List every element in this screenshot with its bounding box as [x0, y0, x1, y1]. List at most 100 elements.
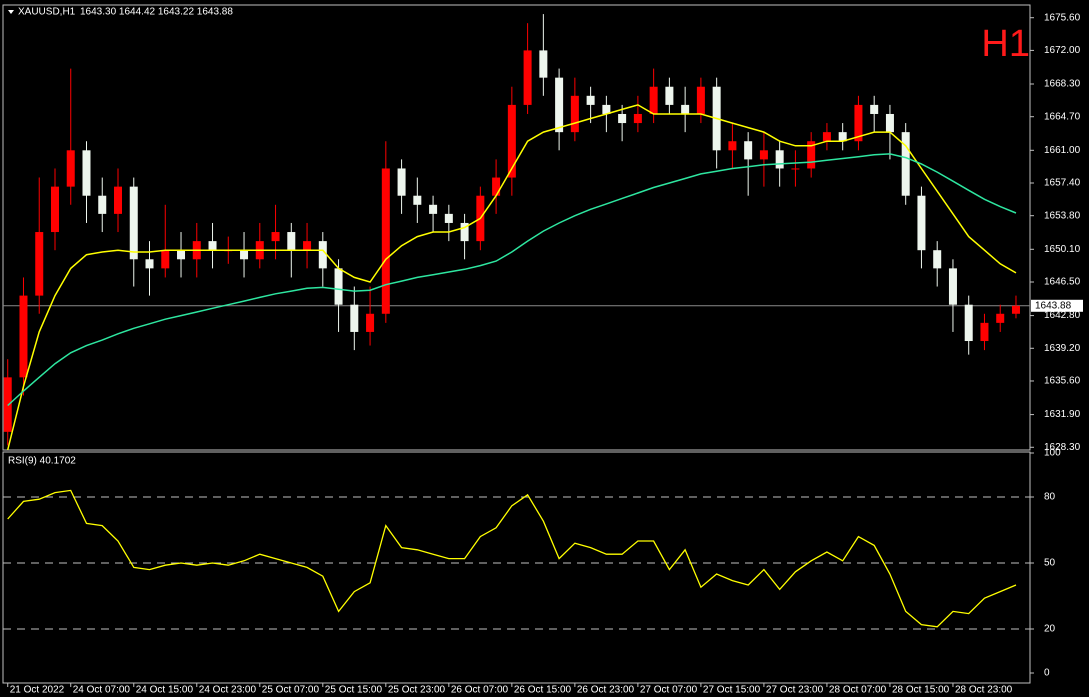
x-tick-label: 24 Oct 07:00 [73, 685, 131, 696]
candle-body [177, 250, 186, 260]
x-tick-label: 26 Oct 07:00 [451, 685, 509, 696]
candle-body [602, 104, 611, 114]
candle-body [208, 241, 217, 251]
moving-average [6, 104, 1017, 451]
candle-body [649, 86, 658, 114]
y-tick-label: 1664.70 [1044, 111, 1081, 122]
y-tick-label: 1657.40 [1044, 178, 1081, 189]
candle-body [334, 268, 343, 305]
candle-body [460, 222, 469, 242]
y-tick-label: 1650.10 [1044, 244, 1081, 255]
candle-body [555, 77, 564, 133]
candle-body [539, 50, 548, 78]
x-tick-label: 28 Oct 07:00 [829, 685, 887, 696]
candle-body [696, 86, 705, 114]
candle-body [98, 195, 107, 214]
candle-body [413, 195, 422, 205]
candle-body [381, 168, 390, 314]
candle-body [19, 295, 28, 378]
x-tick-label: 27 Oct 23:00 [766, 685, 824, 696]
quote: 1643.30 1644.42 1643.22 1643.88 [80, 7, 233, 18]
candle-body [917, 195, 926, 251]
candle-body [633, 113, 642, 124]
y-tick-label: 1668.30 [1044, 79, 1081, 90]
candle-body [492, 177, 501, 196]
candle-body [838, 132, 847, 142]
candle-body [161, 250, 170, 269]
y-tick-label: 1639.20 [1044, 343, 1081, 354]
rsi-title: RSI(9) 40.1702 [8, 456, 76, 467]
candle-body [586, 95, 595, 105]
candle-body [271, 232, 280, 242]
candle-body [964, 304, 973, 342]
y-tick-label: 1635.60 [1044, 376, 1081, 387]
candle-body [287, 232, 296, 251]
candle-body [350, 304, 359, 332]
price-label: 1643.88 [1035, 300, 1072, 311]
y-tick-label: 1675.60 [1044, 12, 1081, 23]
candle-body [145, 259, 154, 269]
candle-body [775, 150, 784, 169]
candle-body [240, 250, 249, 260]
y-tick-label: 1628.30 [1044, 442, 1081, 453]
timeframe: H1 [981, 23, 1030, 65]
x-tick-label: 24 Oct 23:00 [199, 685, 257, 696]
candle-body [681, 104, 690, 114]
y-tick-label: 1672.00 [1044, 45, 1081, 56]
x-tick-label: 26 Oct 23:00 [577, 685, 635, 696]
x-tick-label: 26 Oct 15:00 [514, 685, 572, 696]
y-tick-label: 1631.90 [1044, 409, 1081, 420]
y-tick-label: 1646.50 [1044, 277, 1081, 288]
rsi-panel [2, 451, 1031, 684]
y-tick-label: 50 [1044, 558, 1056, 569]
y-tick-label: 1661.00 [1044, 145, 1081, 156]
y-tick-label: 1642.80 [1044, 310, 1081, 321]
symbol-title: XAUUSD,H1 [18, 7, 76, 18]
candle-body [885, 113, 894, 133]
candle-body [980, 322, 989, 342]
y-tick-label: 100 [1044, 448, 1061, 459]
candle-body [318, 241, 327, 269]
candle-body [728, 141, 737, 151]
candle-body [570, 95, 579, 133]
moving-average [7, 153, 1017, 407]
candle-body [129, 186, 138, 260]
x-tick-label: 25 Oct 15:00 [325, 685, 383, 696]
candle-body [50, 186, 59, 233]
candle-body [618, 113, 627, 124]
candle-body [444, 213, 453, 223]
main-panel [2, 4, 1031, 451]
candle-body [791, 168, 800, 170]
x-tick-label: 24 Oct 15:00 [136, 685, 194, 696]
candle-body [901, 132, 910, 196]
x-tick-label: 25 Oct 23:00 [388, 685, 446, 696]
candle-body [429, 204, 438, 214]
candle-body [66, 150, 75, 187]
candle-body [397, 168, 406, 196]
x-tick-label: 27 Oct 15:00 [703, 685, 761, 696]
candle-body [35, 232, 44, 296]
candle-body [822, 132, 831, 142]
candle-body [870, 104, 879, 114]
candle-body [665, 86, 674, 105]
candle-body [948, 268, 957, 305]
y-tick-label: 20 [1044, 624, 1056, 635]
price-label-box [1031, 299, 1083, 312]
y-tick-label: 1653.80 [1044, 210, 1081, 221]
candle-body [1011, 305, 1020, 314]
candle-body [933, 250, 942, 269]
candle-body [996, 313, 1005, 323]
y-tick-label: 0 [1044, 668, 1050, 679]
menu-arrow[interactable] [8, 10, 14, 14]
candle-body [303, 241, 312, 251]
x-tick-label: 28 Oct 15:00 [892, 685, 950, 696]
x-tick-label: 27 Oct 07:00 [640, 685, 698, 696]
candle-body [744, 141, 753, 160]
candle-body [82, 150, 91, 196]
candle-body [507, 104, 516, 178]
x-tick-label: 28 Oct 23:00 [955, 685, 1013, 696]
candle-body [114, 186, 123, 214]
candle-body [759, 150, 768, 160]
x-tick-label: 21 Oct 2022 [10, 685, 65, 696]
